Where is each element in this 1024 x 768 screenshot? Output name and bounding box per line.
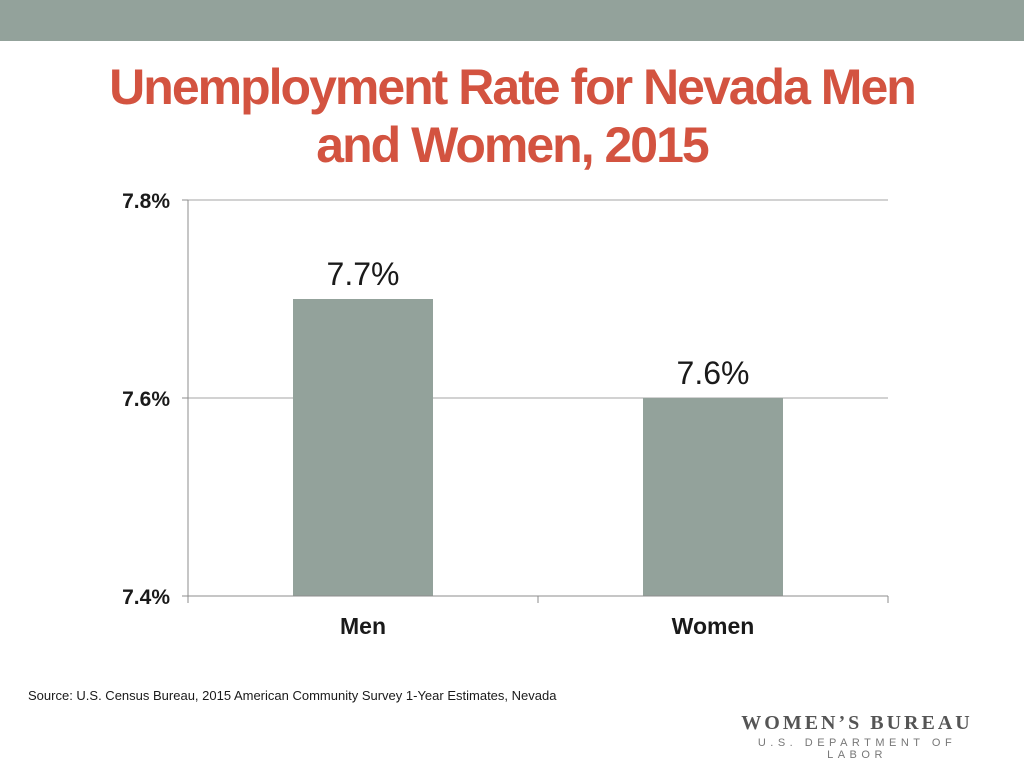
logo-line-1: WOMEN’S BUREAU (741, 712, 973, 734)
y-tick-label: 7.6% (122, 388, 170, 411)
data-label: 7.7% (327, 256, 400, 292)
axis-layer (182, 199, 889, 603)
chart-title: Unemployment Rate for Nevada Men and Wom… (40, 58, 984, 174)
bar (643, 398, 783, 596)
bar (293, 299, 433, 596)
womens-bureau-logo: WOMEN’S BUREAU U.S. DEPARTMENT OF LABOR (728, 712, 986, 761)
label-layer: 7.4% 7.6% 7.8% 7.7% Men 7.6% Women (122, 190, 754, 639)
title-line-1: Unemployment Rate for Nevada Men (109, 59, 917, 115)
y-tick-label: 7.4% (122, 586, 170, 609)
logo-line-2: U.S. DEPARTMENT OF LABOR (757, 737, 957, 761)
title-line-2: and Women, 2015 (316, 117, 709, 173)
top-band (0, 0, 1024, 41)
source-note: Source: U.S. Census Bureau, 2015 America… (28, 688, 557, 703)
bar-layer (293, 299, 783, 596)
y-tick-label: 7.8% (122, 190, 170, 213)
x-tick-label: Men (340, 613, 386, 639)
data-label: 7.6% (677, 355, 750, 391)
x-tick-label: Women (672, 613, 755, 639)
